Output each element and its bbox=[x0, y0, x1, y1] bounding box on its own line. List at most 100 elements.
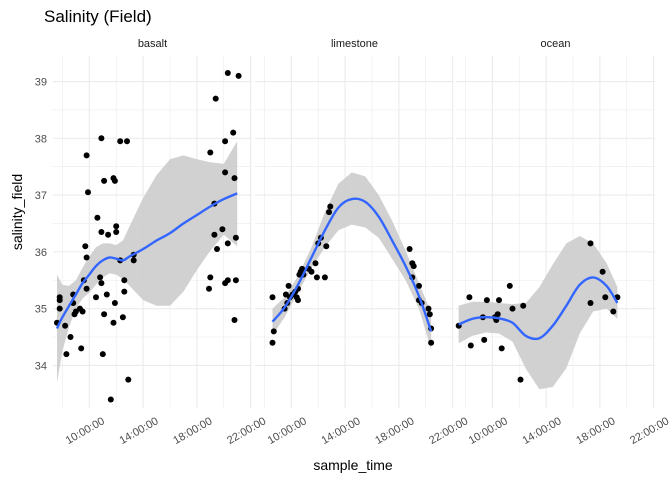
data-point bbox=[270, 328, 277, 335]
data-point bbox=[602, 294, 609, 301]
facet-panels: basalt limestone ocean bbox=[53, 38, 655, 408]
data-point bbox=[111, 177, 118, 184]
data-point bbox=[496, 297, 502, 304]
data-point bbox=[207, 274, 214, 281]
data-point bbox=[113, 223, 120, 230]
data-point bbox=[269, 294, 276, 301]
data-point bbox=[111, 300, 118, 306]
data-point bbox=[321, 274, 328, 281]
data-point bbox=[103, 291, 110, 298]
y-tick-label: 35 bbox=[35, 304, 47, 316]
y-axis: 34 35 36 37 38 39 bbox=[35, 77, 47, 373]
confidence-band bbox=[458, 236, 618, 390]
x-tick-label: 18:00:00 bbox=[171, 415, 214, 447]
data-point bbox=[327, 203, 334, 210]
data-point bbox=[406, 246, 413, 252]
data-point bbox=[130, 257, 137, 264]
data-point bbox=[99, 351, 106, 358]
data-point bbox=[113, 229, 120, 235]
x-tick-label: 18:00:00 bbox=[373, 415, 416, 447]
y-tick-label: 34 bbox=[35, 360, 47, 372]
data-point bbox=[125, 376, 132, 383]
data-point bbox=[82, 243, 89, 250]
x-tick-label: 10:00:00 bbox=[64, 415, 107, 447]
data-point bbox=[295, 297, 301, 304]
data-point bbox=[206, 285, 212, 292]
data-point bbox=[93, 294, 99, 301]
facet-panel-ocean: ocean bbox=[455, 38, 655, 408]
data-point bbox=[326, 209, 332, 216]
data-point bbox=[121, 277, 128, 284]
data-point bbox=[312, 260, 319, 267]
smooth-line bbox=[55, 192, 238, 330]
data-point bbox=[506, 282, 513, 289]
data-point bbox=[98, 229, 105, 235]
data-point bbox=[222, 169, 229, 176]
data-point bbox=[98, 280, 105, 287]
gridlines bbox=[255, 56, 454, 408]
data-point bbox=[313, 274, 320, 281]
data-point bbox=[428, 339, 435, 346]
data-point bbox=[517, 376, 524, 383]
data-point bbox=[62, 322, 69, 329]
data-point bbox=[230, 129, 237, 136]
data-point bbox=[56, 297, 63, 304]
x-tick-label: 14:00:00 bbox=[320, 415, 363, 447]
y-tick-label: 36 bbox=[35, 247, 47, 259]
data-point bbox=[107, 396, 114, 403]
data-point bbox=[232, 234, 239, 241]
data-point bbox=[494, 311, 501, 318]
data-point bbox=[308, 268, 315, 275]
data-point bbox=[483, 297, 490, 304]
data-point bbox=[56, 305, 63, 312]
x-axis-title: sample_time bbox=[313, 457, 393, 473]
data-point bbox=[587, 300, 594, 306]
data-point bbox=[119, 314, 126, 321]
data-point bbox=[219, 226, 226, 233]
data-point bbox=[124, 138, 130, 145]
data-point bbox=[224, 277, 231, 284]
y-tick-label: 39 bbox=[35, 77, 47, 89]
y-tick-label: 37 bbox=[35, 190, 47, 202]
data-point bbox=[101, 311, 108, 318]
x-tick-label: 10:00:00 bbox=[266, 415, 309, 447]
chart-title: Salinity (Field) bbox=[44, 7, 152, 26]
data-point bbox=[481, 336, 488, 343]
x-tick-label: 22:00:00 bbox=[427, 415, 470, 447]
data-point bbox=[110, 319, 117, 326]
data-point bbox=[212, 95, 219, 102]
x-tick-label: 22:00:00 bbox=[628, 415, 671, 447]
confidence-band bbox=[57, 141, 238, 383]
facet-strip-label: basalt bbox=[138, 38, 167, 50]
facet-panel-limestone: limestone bbox=[255, 38, 454, 408]
data-point bbox=[85, 189, 91, 196]
data-point bbox=[222, 138, 229, 145]
data-point bbox=[416, 282, 422, 289]
data-point bbox=[83, 254, 90, 261]
data-point bbox=[105, 231, 112, 238]
data-point bbox=[509, 305, 516, 312]
x-tick-label: 14:00:00 bbox=[118, 415, 161, 447]
data-point bbox=[214, 246, 220, 252]
data-point bbox=[323, 243, 330, 250]
data-point bbox=[269, 339, 276, 346]
data-point bbox=[79, 308, 86, 315]
data-point bbox=[231, 175, 238, 182]
data-point bbox=[520, 302, 527, 309]
facet-panel-basalt: basalt bbox=[53, 38, 252, 408]
data-point bbox=[232, 277, 239, 284]
data-point bbox=[83, 152, 90, 159]
data-point bbox=[467, 342, 474, 349]
data-point bbox=[466, 294, 473, 301]
data-point bbox=[97, 274, 104, 281]
facet-strip-label: limestone bbox=[331, 38, 378, 50]
confidence-band bbox=[272, 172, 432, 350]
x-tick-label: 10:00:00 bbox=[467, 415, 510, 447]
data-point bbox=[285, 282, 292, 289]
data-point bbox=[587, 240, 594, 247]
data-point bbox=[599, 268, 606, 275]
facet-strip-label: ocean bbox=[541, 38, 571, 50]
data-point bbox=[101, 177, 108, 184]
data-point bbox=[426, 311, 433, 318]
